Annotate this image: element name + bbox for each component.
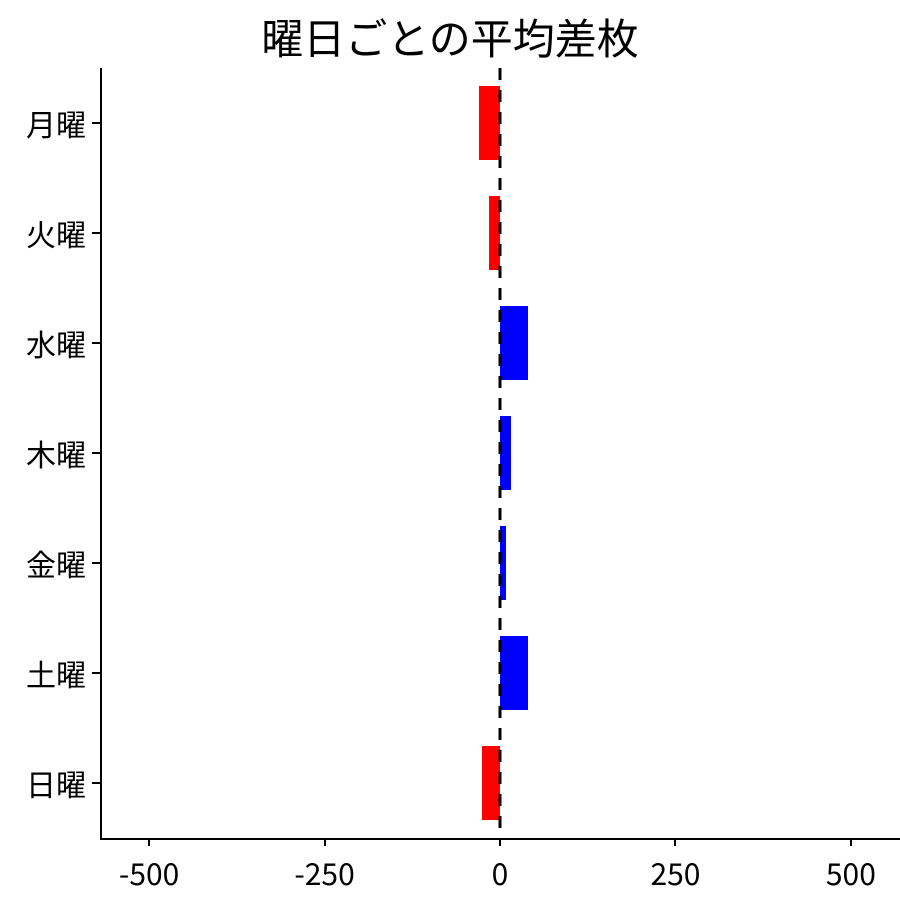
chart-container: 曜日ごとの平均差枚 -500 -250 0 250 500 月曜火曜水曜木曜金曜土曜日曜 bbox=[0, 0, 900, 900]
y-axis-tick bbox=[92, 342, 100, 344]
x-axis-tick bbox=[324, 838, 326, 846]
y-axis-label: 日曜 bbox=[26, 761, 86, 805]
y-axis-label: 火曜 bbox=[26, 211, 86, 255]
y-axis-label: 土曜 bbox=[26, 651, 86, 695]
x-axis-label: 0 bbox=[492, 850, 509, 894]
y-axis-tick bbox=[92, 232, 100, 234]
x-axis-tick bbox=[148, 838, 150, 846]
bar bbox=[500, 636, 528, 711]
y-axis-tick bbox=[92, 672, 100, 674]
bar bbox=[482, 746, 500, 821]
y-axis-label: 水曜 bbox=[26, 321, 86, 365]
y-axis-label: 金曜 bbox=[26, 541, 86, 585]
y-axis-label: 月曜 bbox=[26, 101, 86, 145]
y-axis-tick bbox=[92, 452, 100, 454]
y-axis-tick bbox=[92, 782, 100, 784]
y-axis-label: 木曜 bbox=[26, 431, 86, 475]
x-axis-label: 500 bbox=[826, 850, 876, 894]
bar bbox=[500, 306, 528, 381]
x-axis-tick bbox=[499, 838, 501, 846]
bar bbox=[489, 196, 500, 271]
x-axis-label: -250 bbox=[294, 850, 354, 894]
chart-title: 曜日ごとの平均差枚 bbox=[0, 6, 900, 67]
x-axis-label: 250 bbox=[650, 850, 700, 894]
x-axis-tick bbox=[850, 838, 852, 846]
y-axis-tick bbox=[92, 562, 100, 564]
y-axis-tick bbox=[92, 122, 100, 124]
bar bbox=[479, 86, 500, 161]
x-axis-label: -500 bbox=[119, 850, 179, 894]
x-axis-tick bbox=[674, 838, 676, 846]
